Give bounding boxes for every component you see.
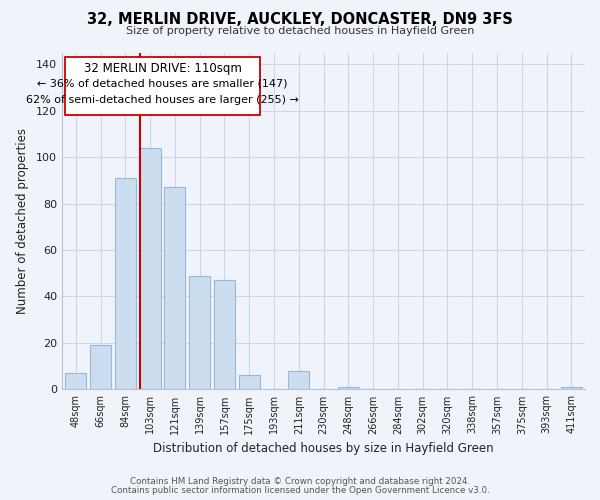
Bar	[90, 346, 111, 390]
Text: ← 36% of detached houses are smaller (147): ← 36% of detached houses are smaller (14…	[37, 79, 288, 89]
FancyBboxPatch shape	[65, 57, 260, 115]
Bar	[65, 373, 86, 390]
Bar	[140, 148, 161, 390]
Y-axis label: Number of detached properties: Number of detached properties	[16, 128, 29, 314]
X-axis label: Distribution of detached houses by size in Hayfield Green: Distribution of detached houses by size …	[153, 442, 494, 455]
Bar	[115, 178, 136, 390]
Bar	[214, 280, 235, 390]
Text: 32 MERLIN DRIVE: 110sqm: 32 MERLIN DRIVE: 110sqm	[83, 62, 241, 76]
Bar	[338, 387, 359, 390]
Bar	[189, 276, 210, 390]
Text: Contains public sector information licensed under the Open Government Licence v3: Contains public sector information licen…	[110, 486, 490, 495]
Bar	[561, 387, 582, 390]
Text: Contains HM Land Registry data © Crown copyright and database right 2024.: Contains HM Land Registry data © Crown c…	[130, 477, 470, 486]
Bar	[288, 371, 310, 390]
Text: 62% of semi-detached houses are larger (255) →: 62% of semi-detached houses are larger (…	[26, 95, 299, 105]
Bar	[239, 376, 260, 390]
Text: 32, MERLIN DRIVE, AUCKLEY, DONCASTER, DN9 3FS: 32, MERLIN DRIVE, AUCKLEY, DONCASTER, DN…	[87, 12, 513, 28]
Bar	[164, 188, 185, 390]
Text: Size of property relative to detached houses in Hayfield Green: Size of property relative to detached ho…	[126, 26, 474, 36]
